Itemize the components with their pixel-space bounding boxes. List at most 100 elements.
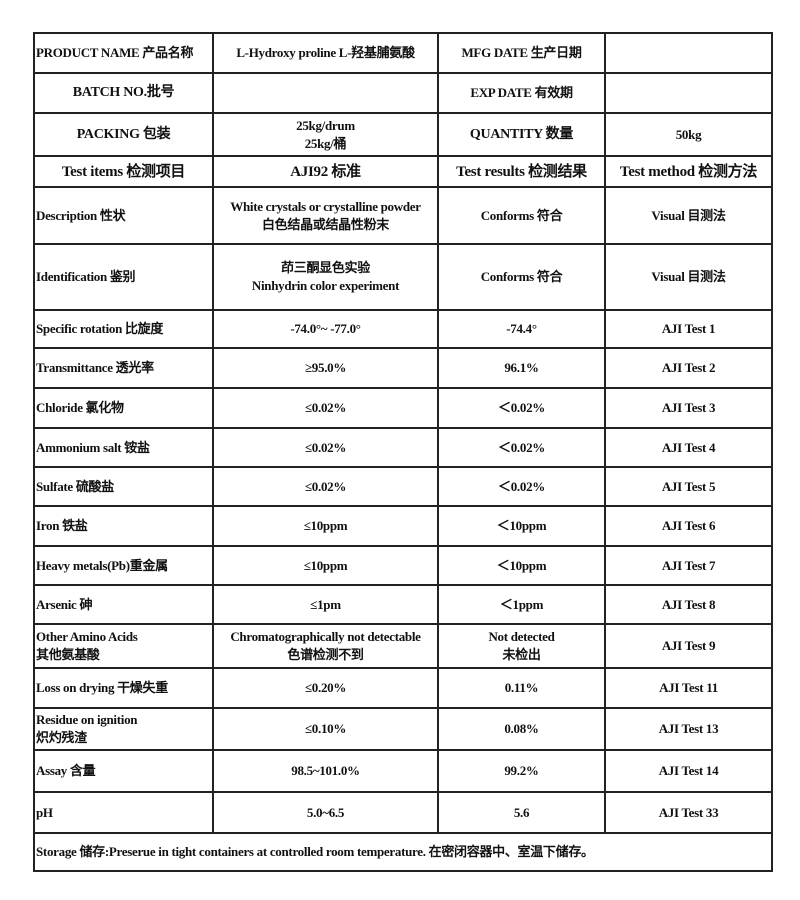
test-item: Identification 鉴别 xyxy=(33,243,214,311)
standard-value: -74.0°~ -77.0° xyxy=(212,309,439,349)
test-item-line: pH xyxy=(36,804,53,820)
test-item: Arsenic 砷 xyxy=(33,584,214,625)
test-result-line: 5.6 xyxy=(513,804,530,820)
test-item-line: 炽灼残渣 xyxy=(36,730,87,745)
test-result: 0.08% xyxy=(437,707,606,751)
test-method: Visual 目测法 xyxy=(604,243,773,311)
test-item: Residue on ignition 炽灼残渣 xyxy=(33,707,214,751)
standard-value: ≤10ppm xyxy=(212,505,439,547)
test-result-line: 0.08% xyxy=(504,721,539,736)
table-row: Loss on drying 干燥失重 ≤0.20% 0.11% AJI Test 1… xyxy=(33,667,773,709)
test-item-line: Identification 鉴别 xyxy=(36,269,136,284)
standard-value: ≤0.02% xyxy=(212,427,439,468)
storage-row: Storage 储存:Preserue in tight containers … xyxy=(33,832,773,872)
standard-value-line: White crystals or crystalline powder xyxy=(230,198,421,214)
standard-value-line: Chromatographically not detectable xyxy=(230,629,421,644)
test-item-line: Other Amino Acids xyxy=(36,629,138,644)
standard-value-line: 5.0~6.5 xyxy=(306,804,345,820)
test-item: Description 性状 xyxy=(33,186,214,245)
test-result: ＜10ppm xyxy=(437,505,606,547)
standard-value-line: ≤0.02% xyxy=(304,400,347,415)
standard-value: Chromatographically not detectable 色谱检测不到 xyxy=(212,623,439,669)
test-result: ＜0.02% xyxy=(437,427,606,468)
test-item-line: Iron 铁盐 xyxy=(36,518,88,533)
standard-value: ≥95.0% xyxy=(212,347,439,389)
column-header-test-items: Test items 检测项目 xyxy=(33,155,214,188)
test-item-line: 其他氨基酸 xyxy=(36,647,100,662)
standard-value-line: ≤0.20% xyxy=(304,680,347,695)
test-result-line: ＜0.02% xyxy=(498,439,545,455)
test-result: Conforms 符合 xyxy=(437,186,606,245)
standard-value: ≤0.02% xyxy=(212,466,439,507)
standard-value: ≤1pm xyxy=(212,584,439,625)
test-item-line: Arsenic 砷 xyxy=(36,596,93,612)
test-method: AJI Test 8 xyxy=(604,584,773,625)
test-item: Iron 铁盐 xyxy=(33,505,214,547)
test-method: AJI Test 5 xyxy=(604,466,773,507)
quantity-value: 50kg xyxy=(604,112,773,157)
test-result-line: ＜1ppm xyxy=(499,596,544,612)
column-header-row: Test items 检测项目 AJI92 标准 Test results 检测… xyxy=(33,155,773,188)
packing-value: 25kg/drum 25kg/桶 xyxy=(212,112,439,157)
standard-value-line: ≤0.02% xyxy=(304,478,347,494)
mfg-date-label: MFG DATE 生产日期 xyxy=(437,32,606,74)
table-row: Residue on ignition 炽灼残渣 ≤0.10% 0.08% AJI Te… xyxy=(33,707,773,751)
batch-row: BATCH NO.批号 EXP DATE 有效期 xyxy=(33,72,773,114)
standard-value-line: 茚三酮显色实验 xyxy=(281,260,370,275)
table-row: Assay 含量 98.5~101.0% 99.2% AJI Test 14 xyxy=(33,749,773,793)
test-result: Not detected 未检出 xyxy=(437,623,606,669)
batch-no-value xyxy=(212,72,439,114)
standard-value-line: 色谱检测不到 xyxy=(287,647,364,662)
test-result-line: 未检出 xyxy=(502,647,541,662)
standard-value-line: 98.5~101.0% xyxy=(291,763,360,778)
test-item-line: Specific rotation 比旋度 xyxy=(36,321,164,336)
test-item: Other Amino Acids 其他氨基酸 xyxy=(33,623,214,669)
test-result: 99.2% xyxy=(437,749,606,793)
standard-value-line: ≤1pm xyxy=(310,596,341,612)
storage-note: Storage 储存:Preserue in tight containers … xyxy=(33,832,773,872)
test-result-line: 0.11% xyxy=(504,680,539,695)
standard-value-line: ≤10ppm xyxy=(303,557,348,573)
packing-label: PACKING 包装 xyxy=(33,112,214,157)
test-method: AJI Test 11 xyxy=(604,667,773,709)
standard-value: 5.0~6.5 xyxy=(212,791,439,834)
test-method: AJI Test 6 xyxy=(604,505,773,547)
table-row: Chloride 氯化物 ≤0.02% ＜0.02% AJI Test 3 xyxy=(33,387,773,429)
test-result-line: ＜0.02% xyxy=(498,400,545,415)
test-item: Transmittance 透光率 xyxy=(33,347,214,389)
test-item-line: Residue on ignition xyxy=(36,712,138,727)
test-item: Specific rotation 比旋度 xyxy=(33,309,214,349)
standard-value: 98.5~101.0% xyxy=(212,749,439,793)
certificate-of-analysis-table: PRODUCT NAME 产品名称 L-Hydroxy proline L-羟基… xyxy=(33,32,773,872)
test-item-line: Heavy metals(Pb)重金属 xyxy=(36,557,168,573)
table-row: Arsenic 砷 ≤1pm ＜1ppm AJI Test 8 xyxy=(33,584,773,625)
test-item: Assay 含量 xyxy=(33,749,214,793)
batch-no-label: BATCH NO.批号 xyxy=(33,72,214,114)
table-row: Identification 鉴别 茚三酮显色实验 Ninhydrin color … xyxy=(33,243,773,311)
test-item-line: Chloride 氯化物 xyxy=(36,400,124,415)
test-result: 5.6 xyxy=(437,791,606,834)
test-result: ＜0.02% xyxy=(437,466,606,507)
test-result: ＜0.02% xyxy=(437,387,606,429)
test-result: Conforms 符合 xyxy=(437,243,606,311)
packing-value-en: 25kg/drum xyxy=(296,117,355,133)
test-result-line: Conforms 符合 xyxy=(480,207,563,223)
standard-value: ≤0.10% xyxy=(212,707,439,751)
test-result: ＜1ppm xyxy=(437,584,606,625)
table-row: Sulfate 硫酸盐 ≤0.02% ＜0.02% AJI Test 5 xyxy=(33,466,773,507)
test-item: Chloride 氯化物 xyxy=(33,387,214,429)
mfg-date-value xyxy=(604,32,773,74)
table-row: Heavy metals(Pb)重金属 ≤10ppm ＜10ppm AJI Test … xyxy=(33,545,773,586)
standard-value-line: ≤0.02% xyxy=(304,439,347,455)
test-result-line: -74.4° xyxy=(506,321,537,336)
table-row: Transmittance 透光率 ≥95.0% 96.1% AJI Test 2 xyxy=(33,347,773,389)
test-result: ＜10ppm xyxy=(437,545,606,586)
table-row: Iron 铁盐 ≤10ppm ＜10ppm AJI Test 6 xyxy=(33,505,773,547)
standard-value-line: -74.0°~ -77.0° xyxy=(290,321,361,336)
test-result-line: Conforms 符合 xyxy=(480,269,563,284)
standard-value-line: 白色结晶或结晶性粉末 xyxy=(261,216,389,232)
test-item: Ammonium salt 铵盐 xyxy=(33,427,214,468)
test-item-line: Assay 含量 xyxy=(36,763,96,778)
test-method: AJI Test 1 xyxy=(604,309,773,349)
column-header-test-method: Test method 检测方法 xyxy=(604,155,773,188)
